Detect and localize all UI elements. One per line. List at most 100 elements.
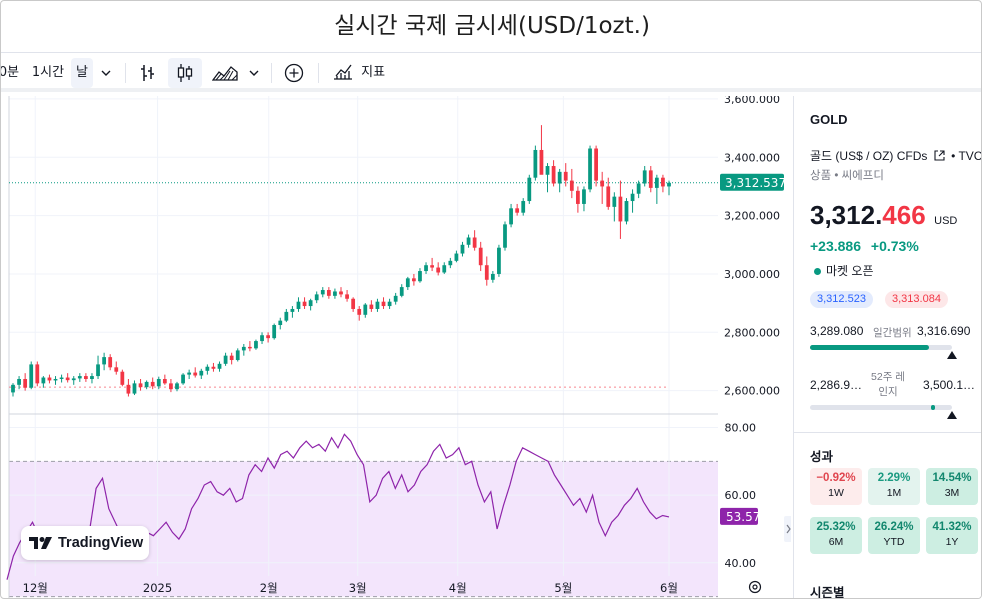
candle-body xyxy=(557,171,562,184)
day-range-bar xyxy=(810,345,957,359)
candle-body xyxy=(302,301,307,307)
indicators-label: 지표 xyxy=(361,65,386,80)
symbol-ticker[interactable]: GOLD xyxy=(810,112,848,127)
candle-body xyxy=(375,301,380,309)
candle xyxy=(612,192,617,222)
interval-dropdown-button[interactable] xyxy=(95,58,117,88)
performance-label: 6M xyxy=(828,536,844,548)
candle-body xyxy=(381,301,386,307)
performance-label: 1W xyxy=(828,487,844,499)
candle xyxy=(223,352,228,366)
candle-body xyxy=(114,367,119,372)
performance-1w[interactable]: −0.92% 1W xyxy=(810,468,862,505)
candle xyxy=(229,352,234,365)
candle-body xyxy=(393,295,398,302)
rsi-value-tag xyxy=(720,507,758,525)
candle-body xyxy=(460,244,465,254)
performance-title[interactable]: 성과 xyxy=(810,450,834,464)
candle xyxy=(278,317,283,330)
candle xyxy=(490,271,495,283)
candle xyxy=(424,262,428,274)
price-chart-canvas[interactable]: 3,600.000 3,400.000 3,200.000 3,000.000 2,80… xyxy=(1,96,791,599)
candle-body xyxy=(254,341,258,349)
candle-body xyxy=(345,294,349,299)
candle-body xyxy=(478,247,483,266)
price-axis: 3,600.000 3,400.000 3,200.000 3,000.000 2,80… xyxy=(724,96,780,398)
candle xyxy=(114,361,119,375)
candle-body xyxy=(144,381,149,388)
candle-body xyxy=(199,370,204,376)
performance-ytd[interactable]: 26.24% YTD xyxy=(868,517,920,554)
candle xyxy=(144,380,149,390)
candle xyxy=(296,297,301,312)
candle-body xyxy=(126,384,131,394)
candle-body xyxy=(320,290,325,295)
candle xyxy=(503,221,507,251)
candle-body xyxy=(235,350,240,361)
candle xyxy=(272,323,277,340)
chevron-down-icon xyxy=(101,70,111,76)
chart-area[interactable]: 3,600.000 3,400.000 3,200.000 3,000.000 2,80… xyxy=(1,96,791,599)
section-divider xyxy=(794,432,981,433)
candle-body xyxy=(17,378,21,385)
performance-1m[interactable]: 2.29% 1M xyxy=(868,468,920,505)
candle xyxy=(606,177,611,210)
candle-body xyxy=(624,201,629,222)
candle-body xyxy=(594,148,598,181)
candle-body xyxy=(120,371,125,385)
candle-body xyxy=(339,291,343,295)
candle-body xyxy=(569,180,574,191)
toolbar-divider xyxy=(318,63,319,83)
tradingview-logo[interactable]: TradingView xyxy=(21,526,149,560)
candle xyxy=(314,291,319,304)
market-open-dot-icon xyxy=(814,268,821,275)
symbol-name[interactable]: 골드 (US$ / OZ) CFDs xyxy=(810,149,928,163)
candle-body xyxy=(211,366,216,369)
bar-style-button[interactable] xyxy=(133,58,163,88)
candle-body xyxy=(539,149,544,175)
sidebar-collapse-handle[interactable] xyxy=(784,516,791,542)
seasonality-title[interactable]: 시즌별 xyxy=(810,586,845,599)
candle xyxy=(132,380,137,396)
candle-body xyxy=(272,325,277,339)
interval-hour-button[interactable]: 1시간 xyxy=(31,65,65,80)
performance-label: 3M xyxy=(944,487,960,499)
candle xyxy=(235,348,240,362)
compare-add-button[interactable] xyxy=(279,58,309,88)
area-style-button[interactable] xyxy=(208,58,242,88)
candle-body xyxy=(648,170,653,188)
symbol-source[interactable]: TVC xyxy=(958,149,982,163)
candle-body xyxy=(448,260,453,266)
interval-minutes-button[interactable]: 0분 xyxy=(0,65,20,80)
day-high: 3,316.690 xyxy=(917,324,971,338)
candle xyxy=(156,376,161,390)
candle-body xyxy=(472,237,477,248)
chart-style-dropdown-button[interactable] xyxy=(244,58,264,88)
performance-label: 1Y xyxy=(945,536,959,548)
price-change: +23.886 +0.73% xyxy=(810,238,919,254)
candle xyxy=(661,174,665,193)
candle xyxy=(654,174,659,204)
candle-body xyxy=(551,166,556,184)
candle-body xyxy=(96,364,100,377)
candle-body xyxy=(503,224,507,248)
candle xyxy=(41,376,46,388)
candle-style-button[interactable] xyxy=(168,58,202,88)
candle xyxy=(138,378,143,391)
candle-body xyxy=(90,376,94,379)
performance-1y[interactable]: 41.32% 1Y xyxy=(926,517,978,554)
candle-body xyxy=(533,149,538,178)
settings-gear-icon[interactable] xyxy=(748,580,762,594)
week52-range-bar xyxy=(810,405,957,419)
candle xyxy=(551,160,556,187)
external-link-icon[interactable] xyxy=(934,150,945,161)
candle-body xyxy=(466,237,471,245)
performance-3m[interactable]: 14.54% 3M xyxy=(926,468,978,505)
candle xyxy=(618,180,623,239)
performance-6m[interactable]: 25.32% 6M xyxy=(810,517,862,554)
candle-body xyxy=(29,364,34,388)
performance-value: 25.32% xyxy=(816,521,856,533)
candle-body xyxy=(357,308,362,315)
interval-day-button[interactable]: 날 xyxy=(71,58,93,88)
indicators-button[interactable]: 지표 xyxy=(329,58,387,88)
